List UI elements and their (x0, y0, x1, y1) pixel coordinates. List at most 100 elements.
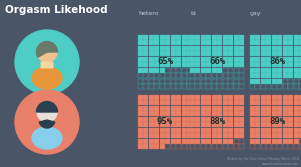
Bar (154, 117, 159, 122)
Bar (255, 62, 260, 67)
Bar (299, 139, 301, 144)
Bar (201, 84, 206, 89)
Bar (234, 57, 239, 62)
Bar (283, 35, 288, 40)
Bar (206, 35, 211, 40)
Bar (223, 111, 228, 116)
Bar (266, 133, 271, 138)
Bar (239, 144, 244, 149)
Bar (212, 51, 217, 56)
Bar (143, 68, 148, 73)
Bar (171, 79, 176, 84)
Bar (149, 40, 154, 45)
Bar (176, 79, 181, 84)
Bar (239, 128, 244, 133)
Bar (165, 133, 170, 138)
Bar (201, 122, 206, 127)
Bar (212, 111, 217, 116)
Bar (160, 84, 165, 89)
Bar (143, 100, 148, 105)
Bar (266, 35, 271, 40)
Bar (294, 35, 299, 40)
Bar (255, 117, 260, 122)
Bar (212, 73, 217, 78)
Bar (250, 84, 255, 89)
Bar (288, 84, 293, 89)
Bar (171, 128, 176, 133)
Bar (154, 35, 159, 40)
Bar (288, 40, 293, 45)
Bar (206, 68, 211, 73)
Bar (250, 122, 255, 127)
Bar (171, 111, 176, 116)
Bar (217, 35, 222, 40)
Bar (299, 35, 301, 40)
Bar (266, 100, 271, 105)
Bar (217, 111, 222, 116)
Bar (277, 40, 282, 45)
Bar (294, 95, 299, 100)
Bar (250, 106, 255, 111)
Bar (277, 46, 282, 51)
Bar (217, 106, 222, 111)
Bar (165, 73, 170, 78)
Bar (212, 35, 217, 40)
Bar (138, 35, 143, 40)
Bar (294, 84, 299, 89)
Bar (283, 57, 288, 62)
Bar (283, 128, 288, 133)
Bar (195, 40, 200, 45)
Bar (288, 35, 293, 40)
Bar (182, 73, 187, 78)
Bar (195, 95, 200, 100)
Bar (182, 117, 187, 122)
Bar (234, 117, 239, 122)
Bar (143, 51, 148, 56)
Bar (195, 35, 200, 40)
Bar (154, 84, 159, 89)
Bar (217, 84, 222, 89)
Bar (234, 100, 239, 105)
Bar (299, 133, 301, 138)
Bar (187, 40, 192, 45)
Bar (195, 128, 200, 133)
Bar (182, 40, 187, 45)
Bar (255, 106, 260, 111)
Bar (266, 111, 271, 116)
Bar (299, 46, 301, 51)
Bar (154, 79, 159, 84)
Bar (261, 46, 266, 51)
Bar (277, 73, 282, 78)
Ellipse shape (32, 67, 62, 89)
FancyBboxPatch shape (42, 115, 52, 127)
Bar (165, 111, 170, 116)
Bar (212, 62, 217, 67)
Bar (261, 51, 266, 56)
Bar (239, 40, 244, 45)
Bar (212, 68, 217, 73)
Bar (138, 139, 143, 144)
Bar (234, 133, 239, 138)
Bar (171, 57, 176, 62)
Bar (201, 46, 206, 51)
Ellipse shape (32, 127, 62, 149)
Bar (160, 117, 165, 122)
Bar (190, 40, 195, 45)
Bar (217, 73, 222, 78)
Bar (288, 46, 293, 51)
Bar (171, 106, 176, 111)
Bar (217, 62, 222, 67)
Bar (299, 117, 301, 122)
Bar (187, 46, 192, 51)
Bar (255, 46, 260, 51)
Bar (176, 117, 181, 122)
Bar (299, 68, 301, 73)
Bar (250, 35, 255, 40)
Bar (228, 139, 233, 144)
Bar (261, 68, 266, 73)
Bar (171, 62, 176, 67)
Bar (190, 62, 195, 67)
Bar (294, 68, 299, 73)
Bar (154, 68, 159, 73)
Bar (266, 144, 271, 149)
